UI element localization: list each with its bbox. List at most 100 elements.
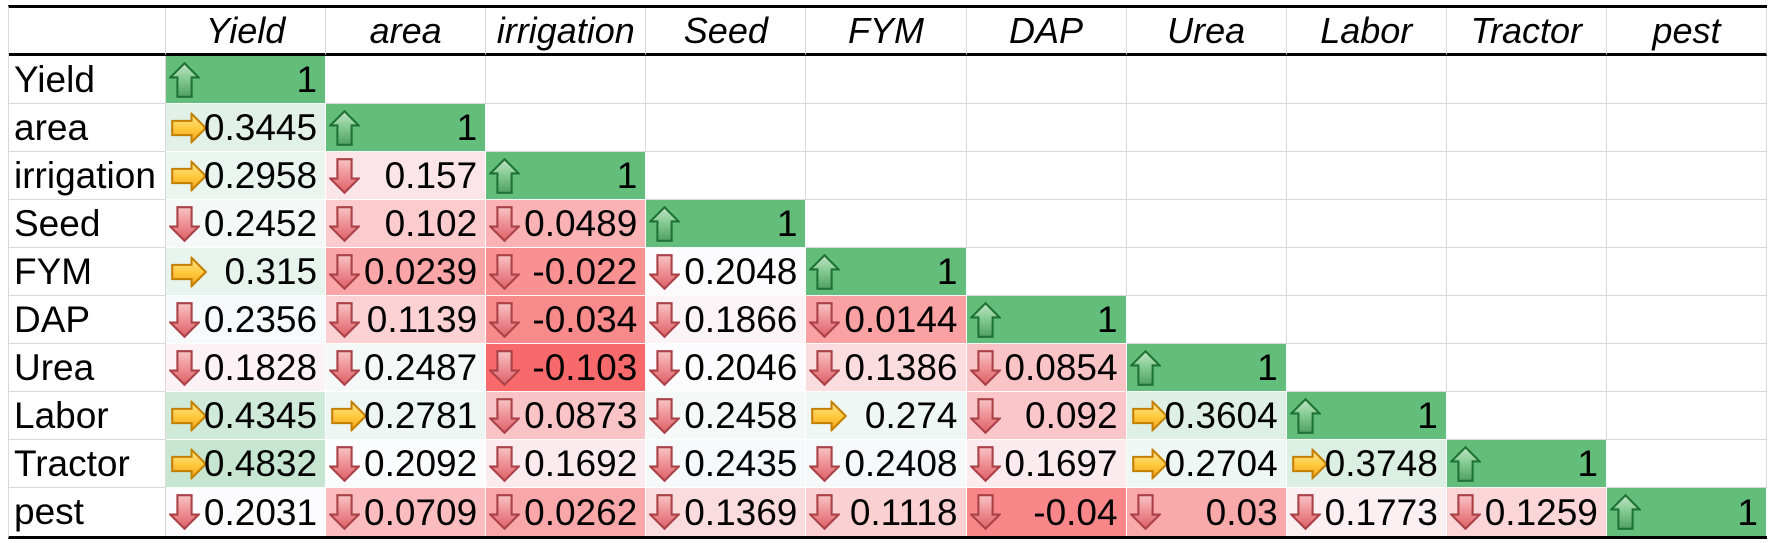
cell-seed-yield[interactable]: 0.2452 <box>166 200 327 248</box>
cell-urea-dap[interactable]: 0.0854 <box>966 344 1127 392</box>
cell-labor-area[interactable]: 0.2781 <box>326 392 487 440</box>
row-label-tractor[interactable]: Tractor <box>9 440 166 488</box>
empty-cell-area-seed[interactable] <box>646 104 807 152</box>
cell-tractor-fym[interactable]: 0.2408 <box>806 440 967 488</box>
empty-cell-labor-tractor[interactable] <box>1446 392 1607 440</box>
column-header-irrigation[interactable]: irrigation <box>486 8 647 56</box>
empty-cell-irrigation-fym[interactable] <box>806 152 967 200</box>
empty-cell-yield-irrigation[interactable] <box>486 56 647 104</box>
column-header-pest[interactable]: pest <box>1606 8 1767 56</box>
cell-tractor-irrigation[interactable]: 0.1692 <box>486 440 647 488</box>
cell-fym-fym[interactable]: 1 <box>806 248 967 296</box>
empty-cell-yield-area[interactable] <box>326 56 487 104</box>
cell-pest-labor[interactable]: 0.1773 <box>1286 488 1447 536</box>
row-label-pest[interactable]: pest <box>9 488 166 536</box>
empty-cell-seed-pest[interactable] <box>1606 200 1767 248</box>
empty-cell-yield-pest[interactable] <box>1606 56 1767 104</box>
cell-dap-dap[interactable]: 1 <box>966 296 1127 344</box>
empty-cell-labor-pest[interactable] <box>1606 392 1767 440</box>
empty-cell-seed-labor[interactable] <box>1286 200 1447 248</box>
cell-tractor-yield[interactable]: 0.4832 <box>166 440 327 488</box>
empty-cell-area-dap[interactable] <box>966 104 1127 152</box>
cell-labor-fym[interactable]: 0.274 <box>806 392 967 440</box>
cell-irrigation-area[interactable]: 0.157 <box>326 152 487 200</box>
row-label-labor[interactable]: Labor <box>9 392 166 440</box>
cell-urea-urea[interactable]: 1 <box>1126 344 1287 392</box>
empty-cell-tractor-pest[interactable] <box>1606 440 1767 488</box>
cell-dap-yield[interactable]: 0.2356 <box>166 296 327 344</box>
column-header-seed[interactable]: Seed <box>646 8 807 56</box>
empty-cell-area-fym[interactable] <box>806 104 967 152</box>
cell-urea-seed[interactable]: 0.2046 <box>646 344 807 392</box>
empty-cell-urea-pest[interactable] <box>1606 344 1767 392</box>
row-label-yield[interactable]: Yield <box>9 56 166 104</box>
cell-fym-area[interactable]: 0.0239 <box>326 248 487 296</box>
empty-cell-dap-pest[interactable] <box>1606 296 1767 344</box>
empty-cell-fym-tractor[interactable] <box>1446 248 1607 296</box>
cell-pest-dap[interactable]: -0.04 <box>966 488 1127 536</box>
cell-labor-urea[interactable]: 0.3604 <box>1126 392 1287 440</box>
empty-cell-urea-labor[interactable] <box>1286 344 1447 392</box>
cell-pest-irrigation[interactable]: 0.0262 <box>486 488 647 536</box>
cell-pest-fym[interactable]: 0.1118 <box>806 488 967 536</box>
row-label-area[interactable]: area <box>9 104 166 152</box>
cell-fym-seed[interactable]: 0.2048 <box>646 248 807 296</box>
cell-seed-area[interactable]: 0.102 <box>326 200 487 248</box>
cell-dap-fym[interactable]: 0.0144 <box>806 296 967 344</box>
empty-cell-irrigation-labor[interactable] <box>1286 152 1447 200</box>
empty-cell-dap-labor[interactable] <box>1286 296 1447 344</box>
empty-cell-seed-fym[interactable] <box>806 200 967 248</box>
cell-urea-fym[interactable]: 0.1386 <box>806 344 967 392</box>
column-header-dap[interactable]: DAP <box>966 8 1127 56</box>
cell-pest-yield[interactable]: 0.2031 <box>166 488 327 536</box>
empty-cell-seed-urea[interactable] <box>1126 200 1287 248</box>
cell-tractor-tractor[interactable]: 1 <box>1446 440 1607 488</box>
cell-labor-irrigation[interactable]: 0.0873 <box>486 392 647 440</box>
cell-pest-urea[interactable]: 0.03 <box>1126 488 1287 536</box>
cell-urea-area[interactable]: 0.2487 <box>326 344 487 392</box>
empty-cell-yield-seed[interactable] <box>646 56 807 104</box>
empty-cell-area-pest[interactable] <box>1606 104 1767 152</box>
empty-cell-area-irrigation[interactable] <box>486 104 647 152</box>
column-header-tractor[interactable]: Tractor <box>1446 8 1607 56</box>
empty-cell-yield-urea[interactable] <box>1126 56 1287 104</box>
empty-cell-fym-urea[interactable] <box>1126 248 1287 296</box>
column-header-area[interactable]: area <box>326 8 487 56</box>
empty-cell-irrigation-urea[interactable] <box>1126 152 1287 200</box>
empty-cell-yield-dap[interactable] <box>966 56 1127 104</box>
empty-cell-irrigation-tractor[interactable] <box>1446 152 1607 200</box>
cell-dap-irrigation[interactable]: -0.034 <box>486 296 647 344</box>
empty-cell-fym-pest[interactable] <box>1606 248 1767 296</box>
cell-yield-yield[interactable]: 1 <box>166 56 327 104</box>
cell-labor-seed[interactable]: 0.2458 <box>646 392 807 440</box>
cell-irrigation-irrigation[interactable]: 1 <box>486 152 647 200</box>
empty-cell-fym-labor[interactable] <box>1286 248 1447 296</box>
cell-tractor-dap[interactable]: 0.1697 <box>966 440 1127 488</box>
cell-seed-seed[interactable]: 1 <box>646 200 807 248</box>
cell-tractor-area[interactable]: 0.2092 <box>326 440 487 488</box>
cell-fym-irrigation[interactable]: -0.022 <box>486 248 647 296</box>
empty-cell-yield-tractor[interactable] <box>1446 56 1607 104</box>
empty-cell-dap-urea[interactable] <box>1126 296 1287 344</box>
empty-cell-irrigation-dap[interactable] <box>966 152 1127 200</box>
column-header-fym[interactable]: FYM <box>806 8 967 56</box>
cell-irrigation-yield[interactable]: 0.2958 <box>166 152 327 200</box>
cell-area-yield[interactable]: 0.3445 <box>166 104 327 152</box>
row-label-urea[interactable]: Urea <box>9 344 166 392</box>
empty-cell-irrigation-pest[interactable] <box>1606 152 1767 200</box>
empty-cell-area-tractor[interactable] <box>1446 104 1607 152</box>
column-header-urea[interactable]: Urea <box>1126 8 1287 56</box>
empty-cell-urea-tractor[interactable] <box>1446 344 1607 392</box>
cell-urea-yield[interactable]: 0.1828 <box>166 344 327 392</box>
empty-cell-dap-tractor[interactable] <box>1446 296 1607 344</box>
row-label-fym[interactable]: FYM <box>9 248 166 296</box>
column-header-labor[interactable]: Labor <box>1286 8 1447 56</box>
row-label-dap[interactable]: DAP <box>9 296 166 344</box>
cell-pest-area[interactable]: 0.0709 <box>326 488 487 536</box>
cell-tractor-urea[interactable]: 0.2704 <box>1126 440 1287 488</box>
cell-dap-area[interactable]: 0.1139 <box>326 296 487 344</box>
cell-seed-irrigation[interactable]: 0.0489 <box>486 200 647 248</box>
cell-tractor-labor[interactable]: 0.3748 <box>1286 440 1447 488</box>
empty-cell-fym-dap[interactable] <box>966 248 1127 296</box>
empty-cell-irrigation-seed[interactable] <box>646 152 807 200</box>
